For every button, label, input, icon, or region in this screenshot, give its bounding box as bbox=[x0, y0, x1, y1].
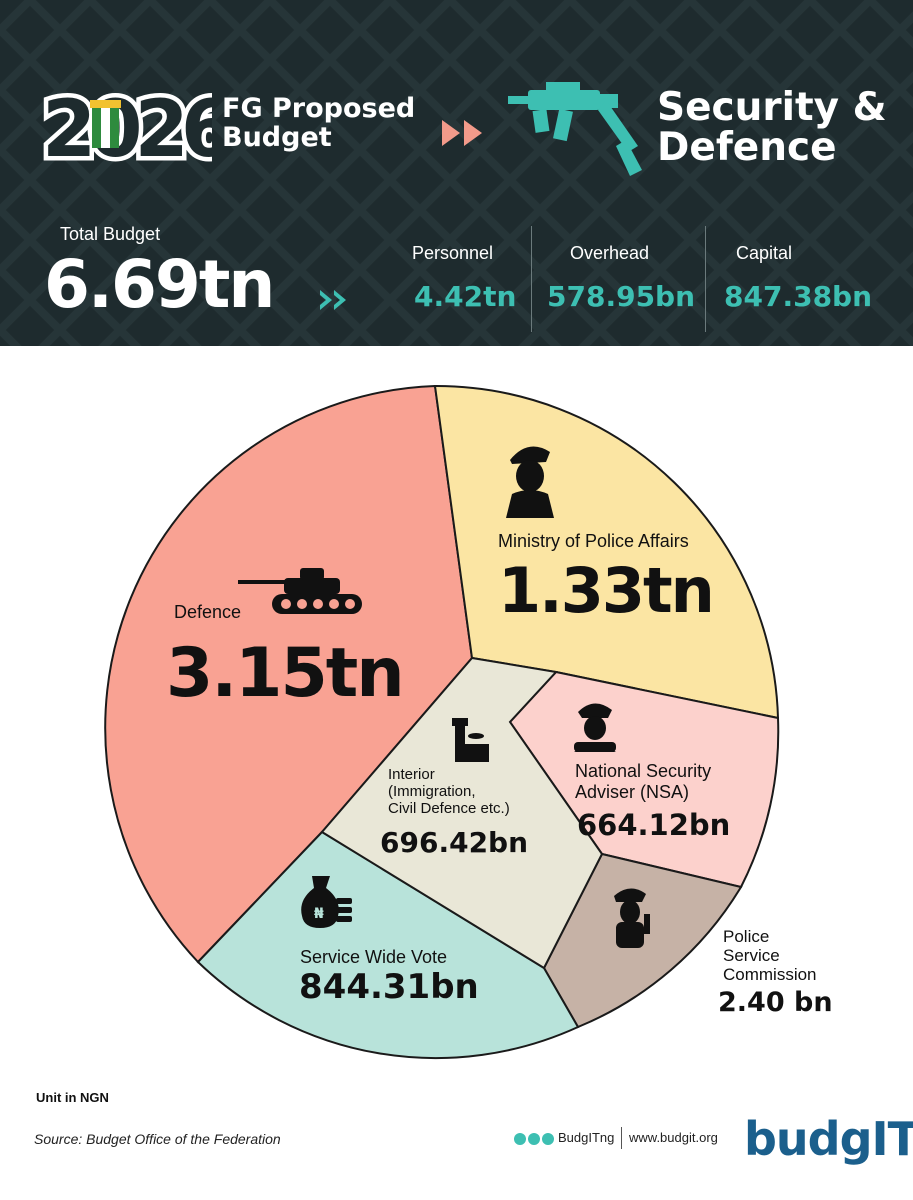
nsa-label-line1: National Security bbox=[575, 761, 711, 781]
double-chevron-icon bbox=[320, 290, 346, 310]
background-pattern bbox=[0, 0, 913, 346]
budget-title-line2: Budget bbox=[222, 122, 332, 153]
tank-icon bbox=[238, 568, 362, 614]
psc-value: 2.40 bn bbox=[718, 987, 833, 1018]
overhead-value: 578.95bn bbox=[547, 280, 696, 313]
svg-text:₦: ₦ bbox=[314, 906, 324, 922]
interior-label-line2: (Immigration, bbox=[388, 783, 476, 800]
logo-text: budgIT bbox=[744, 1112, 913, 1166]
budget-title: FG Proposed Budget bbox=[222, 94, 415, 152]
year-logo: 2026 bbox=[40, 84, 212, 166]
psc-label-line1: Police bbox=[723, 927, 769, 946]
facebook-icon[interactable] bbox=[514, 1133, 526, 1145]
divider bbox=[531, 226, 532, 332]
pie-chart: Defence 3.15tn Ministry of Police Affair… bbox=[104, 384, 833, 1060]
money-bag-icon: ₦ bbox=[301, 876, 352, 928]
header-banner: 2026 FG Proposed Budget Security & Defen… bbox=[0, 0, 913, 346]
psc-label-line2: Service bbox=[723, 946, 780, 965]
svg-text:2026: 2026 bbox=[42, 85, 212, 166]
slice-defence bbox=[104, 384, 474, 964]
twitter-icon[interactable] bbox=[528, 1133, 540, 1145]
total-budget-label: Total Budget bbox=[60, 224, 161, 244]
budget-title-line1: FG Proposed bbox=[222, 93, 416, 124]
social-handle[interactable]: BudgITng bbox=[558, 1130, 615, 1145]
airport-tower-icon bbox=[452, 718, 489, 762]
interior-label-line3: Civil Defence etc.) bbox=[388, 800, 510, 817]
interior-value: 696.42bn bbox=[380, 826, 528, 859]
policewoman-icon bbox=[614, 888, 650, 948]
psc-label-line3: Commission bbox=[723, 965, 817, 984]
topic-title: Security & Defence bbox=[657, 88, 887, 168]
personnel-value: 4.42tn bbox=[414, 280, 517, 313]
social-icons bbox=[514, 1133, 554, 1145]
defence-value: 3.15tn bbox=[166, 634, 403, 713]
double-chevron-icon bbox=[442, 120, 482, 146]
interior-label-line1: Interior bbox=[388, 766, 435, 783]
nsa-value: 664.12bn bbox=[577, 808, 730, 842]
capital-label: Capital bbox=[736, 243, 793, 263]
police-affairs-label: Ministry of Police Affairs bbox=[498, 531, 689, 551]
rifle-icon bbox=[508, 82, 642, 176]
budgit-logo: budgIT bbox=[744, 1112, 913, 1172]
divider bbox=[705, 226, 706, 332]
swv-value: 844.31bn bbox=[299, 967, 479, 1007]
defence-label: Defence bbox=[174, 602, 241, 622]
overhead-label: Overhead bbox=[570, 243, 650, 263]
total-budget-value: 6.69tn bbox=[44, 246, 275, 323]
topic-line2: Defence bbox=[657, 125, 837, 170]
website-link[interactable]: www.budgit.org bbox=[629, 1130, 718, 1145]
footer-separator bbox=[621, 1127, 622, 1149]
capital-value: 847.38bn bbox=[724, 280, 873, 313]
unit-note: Unit in NGN bbox=[36, 1090, 109, 1105]
swv-label: Service Wide Vote bbox=[300, 947, 447, 967]
slice-service-wide-vote bbox=[196, 830, 580, 1060]
topic-line1: Security & bbox=[657, 85, 887, 130]
slice-interior bbox=[320, 656, 604, 970]
nsa-label-line2: Adviser (NSA) bbox=[575, 782, 689, 802]
instagram-icon[interactable] bbox=[542, 1133, 554, 1145]
officer-icon bbox=[574, 703, 616, 752]
police-officer-icon bbox=[506, 446, 554, 518]
personnel-label: Personnel bbox=[412, 243, 494, 263]
police-affairs-value: 1.33tn bbox=[498, 554, 713, 627]
source-note: Source: Budget Office of the Federation bbox=[34, 1131, 281, 1147]
